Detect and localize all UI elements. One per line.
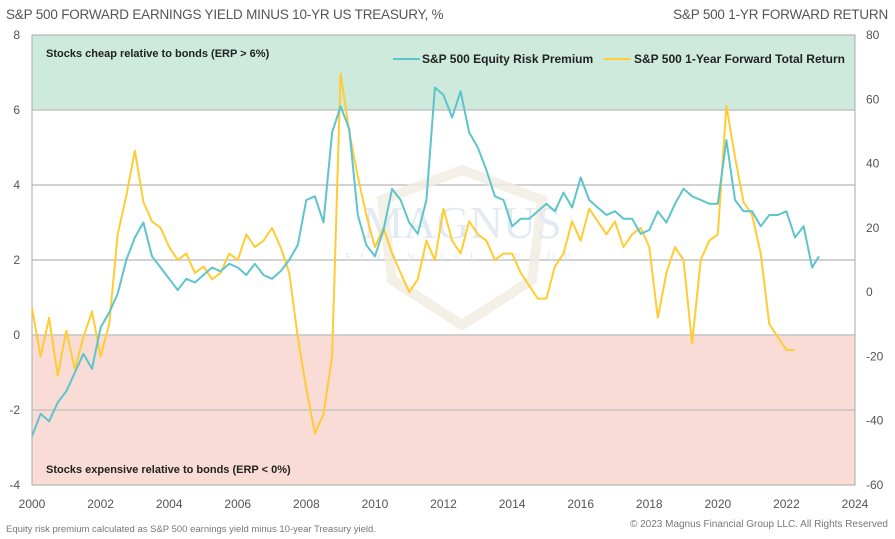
right-y-tick-label: 80 — [866, 28, 880, 42]
series-line-equity-risk-premium — [31, 86, 820, 437]
legend-label-forward-return: S&P 500 1-Year Forward Total Return — [634, 52, 845, 66]
x-tick-label: 2010 — [362, 497, 389, 511]
left-y-axis: 8 6 4 2 0 -2 -4 — [9, 28, 20, 492]
right-y-tick-label: 20 — [866, 221, 880, 235]
x-tick-label: 2004 — [156, 497, 183, 511]
left-y-tick-label: -2 — [9, 403, 20, 417]
legend: S&P 500 Equity Risk Premium S&P 500 1-Ye… — [393, 52, 845, 66]
cheap-band-label: Stocks cheap relative to bonds (ERP > 6%… — [46, 48, 270, 60]
left-axis-title: S&P 500 FORWARD EARNINGS YIELD MINUS 10-… — [6, 7, 444, 22]
right-y-tick-label: -40 — [866, 414, 884, 428]
magnus-watermark: MAGNUS FINANCIAL GROUP — [345, 164, 579, 331]
series-line-forward-return — [31, 72, 795, 435]
legend-label-erp: S&P 500 Equity Risk Premium — [422, 52, 593, 66]
x-tick-label: 2000 — [19, 497, 46, 511]
x-tick-label: 2018 — [636, 497, 663, 511]
copyright: © 2023 Magnus Financial Group LLC. All R… — [629, 519, 888, 530]
x-tick-label: 2006 — [224, 497, 251, 511]
left-y-tick-label: 6 — [13, 103, 20, 117]
watermark-subtext: FINANCIAL GROUP — [345, 251, 579, 263]
x-tick-label: 2014 — [499, 497, 526, 511]
watermark-shield-icon — [376, 164, 548, 331]
right-y-axis: 80 60 40 20 0 -20 -40 -60 — [866, 28, 884, 492]
left-y-tick-label: 0 — [13, 328, 20, 342]
left-y-tick-label: 8 — [13, 28, 20, 42]
right-y-tick-label: 0 — [866, 285, 873, 299]
right-y-tick-label: -60 — [866, 478, 884, 492]
right-y-tick-label: 60 — [866, 92, 880, 106]
x-tick-label: 2008 — [293, 497, 320, 511]
x-tick-label: 2012 — [430, 497, 457, 511]
expensive-band-label: Stocks expensive relative to bonds (ERP … — [46, 464, 291, 476]
x-tick-label: 2016 — [567, 497, 594, 511]
x-tick-label: 2020 — [704, 497, 731, 511]
right-axis-title: S&P 500 1-YR FORWARD RETURN — [673, 7, 888, 22]
watermark-text: MAGNUS — [362, 197, 561, 248]
footnote: Equity risk premium calculated as S&P 50… — [6, 524, 376, 535]
left-y-tick-label: 4 — [13, 178, 20, 192]
right-y-tick-label: -20 — [866, 349, 884, 363]
x-tick-label: 2022 — [773, 497, 800, 511]
cheap-band — [32, 35, 855, 110]
right-y-tick-label: 40 — [866, 157, 880, 171]
gridlines — [32, 109, 855, 411]
x-tick-label: 2024 — [842, 497, 869, 511]
left-y-tick-label: 2 — [13, 253, 20, 267]
left-y-tick-label: -4 — [9, 478, 20, 492]
x-axis: 2000 2002 2004 2006 2008 2010 2012 2014 2016 2018… — [19, 497, 869, 511]
x-tick-label: 2002 — [87, 497, 114, 511]
plot-border — [31, 34, 856, 486]
